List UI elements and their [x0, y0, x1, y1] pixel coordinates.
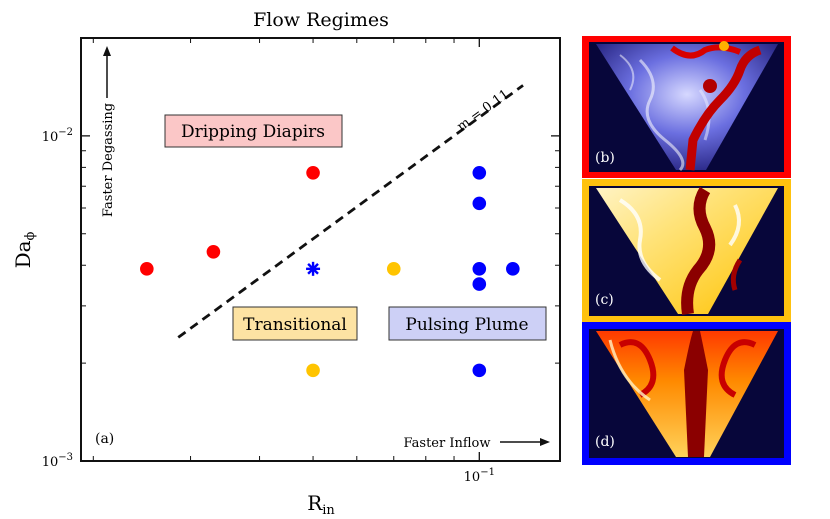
y-tick-label: 10−3	[42, 452, 73, 470]
snapshot-panel-c: (c)	[582, 179, 791, 322]
region-label-pulsing: Pulsing Plume	[388, 306, 547, 341]
data-point-dripping-diapirs	[306, 165, 320, 180]
x-direction-text: Faster Inflow	[404, 436, 491, 451]
panel-label-c: (c)	[595, 292, 614, 308]
data-point-pulsing-plume	[472, 363, 487, 378]
chart-title: Flow Regimes	[253, 9, 389, 31]
region-label-pulsing-text: Pulsing Plume	[405, 315, 528, 335]
x-axis-label-main: R	[307, 491, 323, 515]
data-point-dripping-diapirs	[206, 244, 221, 259]
axis-ticks: 10−1 10−2 10−3	[42, 38, 560, 485]
trend-line-label: m = 0.11	[455, 87, 513, 135]
x-axis-label: Rin	[307, 491, 335, 518]
region-label-transitional: Transitional	[232, 306, 358, 341]
y-axis-label: Daϕ	[11, 231, 38, 268]
data-point-pulsing-plume	[506, 262, 520, 276]
region-label-dripping: Dripping Diapirs	[164, 114, 343, 148]
trend-line	[177, 84, 524, 339]
data-point-transitional	[306, 363, 320, 378]
data-point-pulsing-plume	[472, 277, 487, 291]
plot-area	[80, 37, 561, 462]
snapshot-panel-d: (d)	[582, 322, 791, 465]
y-direction-text: Faster Degassing	[101, 103, 116, 217]
panel-label-b: (b)	[595, 150, 615, 166]
panel-label-d: (d)	[595, 434, 615, 450]
x-axis-label-sub: in	[322, 503, 335, 518]
y-tick-label: 10−2	[42, 127, 73, 145]
data-point-transitional	[386, 262, 401, 276]
x-tick-label: 10−1	[464, 467, 495, 485]
snapshot-panel-b: (b)	[582, 36, 791, 178]
y-direction-annotation: Faster Degassing	[101, 46, 116, 217]
data-point-pulsing-plume	[472, 262, 487, 276]
data-points	[140, 165, 520, 378]
data-point-pulsing-plume	[472, 196, 487, 211]
region-label-dripping-text: Dripping Diapirs	[181, 122, 325, 142]
region-label-transitional-text: Transitional	[243, 315, 347, 335]
y-axis-label-main: Da	[11, 240, 35, 268]
y-axis-label-sub: ϕ	[23, 231, 38, 240]
data-point-pulsing-plume	[472, 165, 487, 180]
panel-label-a: (a)	[95, 431, 114, 447]
data-point-dripping-diapirs	[140, 262, 154, 276]
x-direction-annotation: Faster Inflow	[404, 436, 550, 451]
data-point-reference-case	[306, 261, 321, 276]
